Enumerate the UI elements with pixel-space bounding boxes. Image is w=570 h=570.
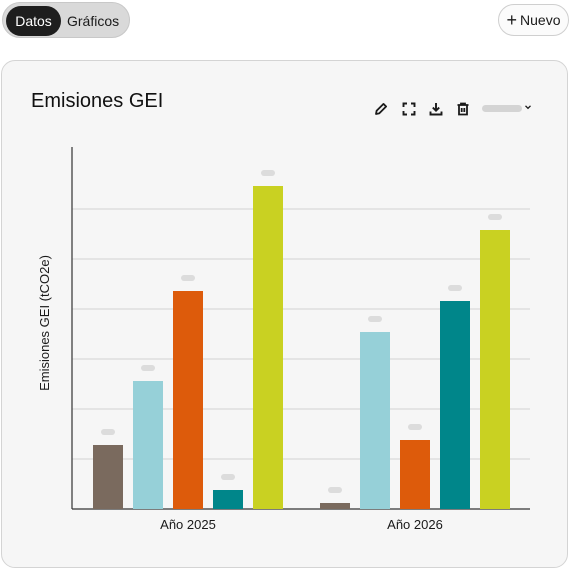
bar [93,445,123,509]
data-label-placeholder [368,316,382,322]
graficos-tab[interactable]: Gráficos [67,13,120,29]
bar [480,230,510,509]
datos-tab[interactable]: Datos [6,6,61,36]
dropdown-placeholder [482,105,522,112]
bar [360,332,390,509]
plus-icon: + [506,9,518,30]
data-label-placeholder [181,275,195,281]
edit-icon[interactable] [372,100,390,118]
data-label-placeholder [448,285,462,291]
card-toolbar [372,100,537,118]
bar [400,440,430,509]
bar [320,503,350,509]
bar [440,301,470,509]
new-button[interactable]: + Nuevo [498,4,569,36]
data-label-placeholder [221,474,235,480]
new-button-label: Nuevo [520,12,561,28]
data-label-placeholder [141,365,155,371]
expand-icon[interactable] [400,100,418,118]
chart-options-dropdown[interactable] [482,100,532,118]
card-title: Emisiones GEI [31,90,164,112]
bar [173,291,203,509]
delete-icon[interactable] [454,100,472,118]
x-tick-label: Año 2025 [160,517,216,532]
x-tick-label: Año 2026 [387,517,443,532]
data-label-placeholder [408,424,422,430]
bar [253,186,283,509]
data-label-placeholder [101,429,115,435]
view-toggle: Datos Gráficos [2,2,130,38]
data-label-placeholder [488,214,502,220]
bar [213,490,243,509]
data-label-placeholder [328,487,342,493]
download-icon[interactable] [427,100,445,118]
bar [133,381,163,509]
data-label-placeholder [261,170,275,176]
y-axis-label: Emisiones GEI (tCO2e) [37,255,52,391]
chevron-down-icon [525,105,531,110]
